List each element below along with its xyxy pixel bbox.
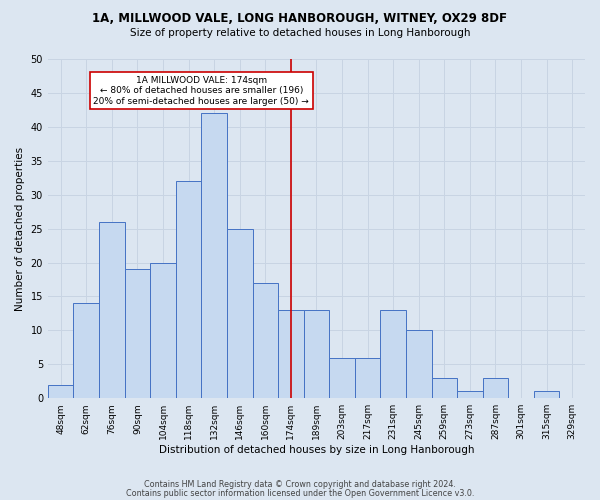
Bar: [457, 392, 482, 398]
X-axis label: Distribution of detached houses by size in Long Hanborough: Distribution of detached houses by size …: [159, 445, 474, 455]
Bar: [278, 310, 304, 398]
Bar: [176, 181, 202, 398]
Y-axis label: Number of detached properties: Number of detached properties: [15, 146, 25, 310]
Bar: [355, 358, 380, 398]
Text: Size of property relative to detached houses in Long Hanborough: Size of property relative to detached ho…: [130, 28, 470, 38]
Bar: [431, 378, 457, 398]
Bar: [125, 270, 150, 398]
Text: 1A MILLWOOD VALE: 174sqm
← 80% of detached houses are smaller (196)
20% of semi-: 1A MILLWOOD VALE: 174sqm ← 80% of detach…: [94, 76, 309, 106]
Bar: [48, 384, 73, 398]
Bar: [227, 228, 253, 398]
Text: Contains public sector information licensed under the Open Government Licence v3: Contains public sector information licen…: [126, 488, 474, 498]
Bar: [406, 330, 431, 398]
Bar: [253, 283, 278, 398]
Bar: [150, 262, 176, 398]
Bar: [304, 310, 329, 398]
Bar: [534, 392, 559, 398]
Bar: [202, 114, 227, 398]
Bar: [329, 358, 355, 398]
Text: Contains HM Land Registry data © Crown copyright and database right 2024.: Contains HM Land Registry data © Crown c…: [144, 480, 456, 489]
Bar: [99, 222, 125, 398]
Text: 1A, MILLWOOD VALE, LONG HANBOROUGH, WITNEY, OX29 8DF: 1A, MILLWOOD VALE, LONG HANBOROUGH, WITN…: [92, 12, 508, 26]
Bar: [380, 310, 406, 398]
Bar: [73, 303, 99, 398]
Bar: [482, 378, 508, 398]
